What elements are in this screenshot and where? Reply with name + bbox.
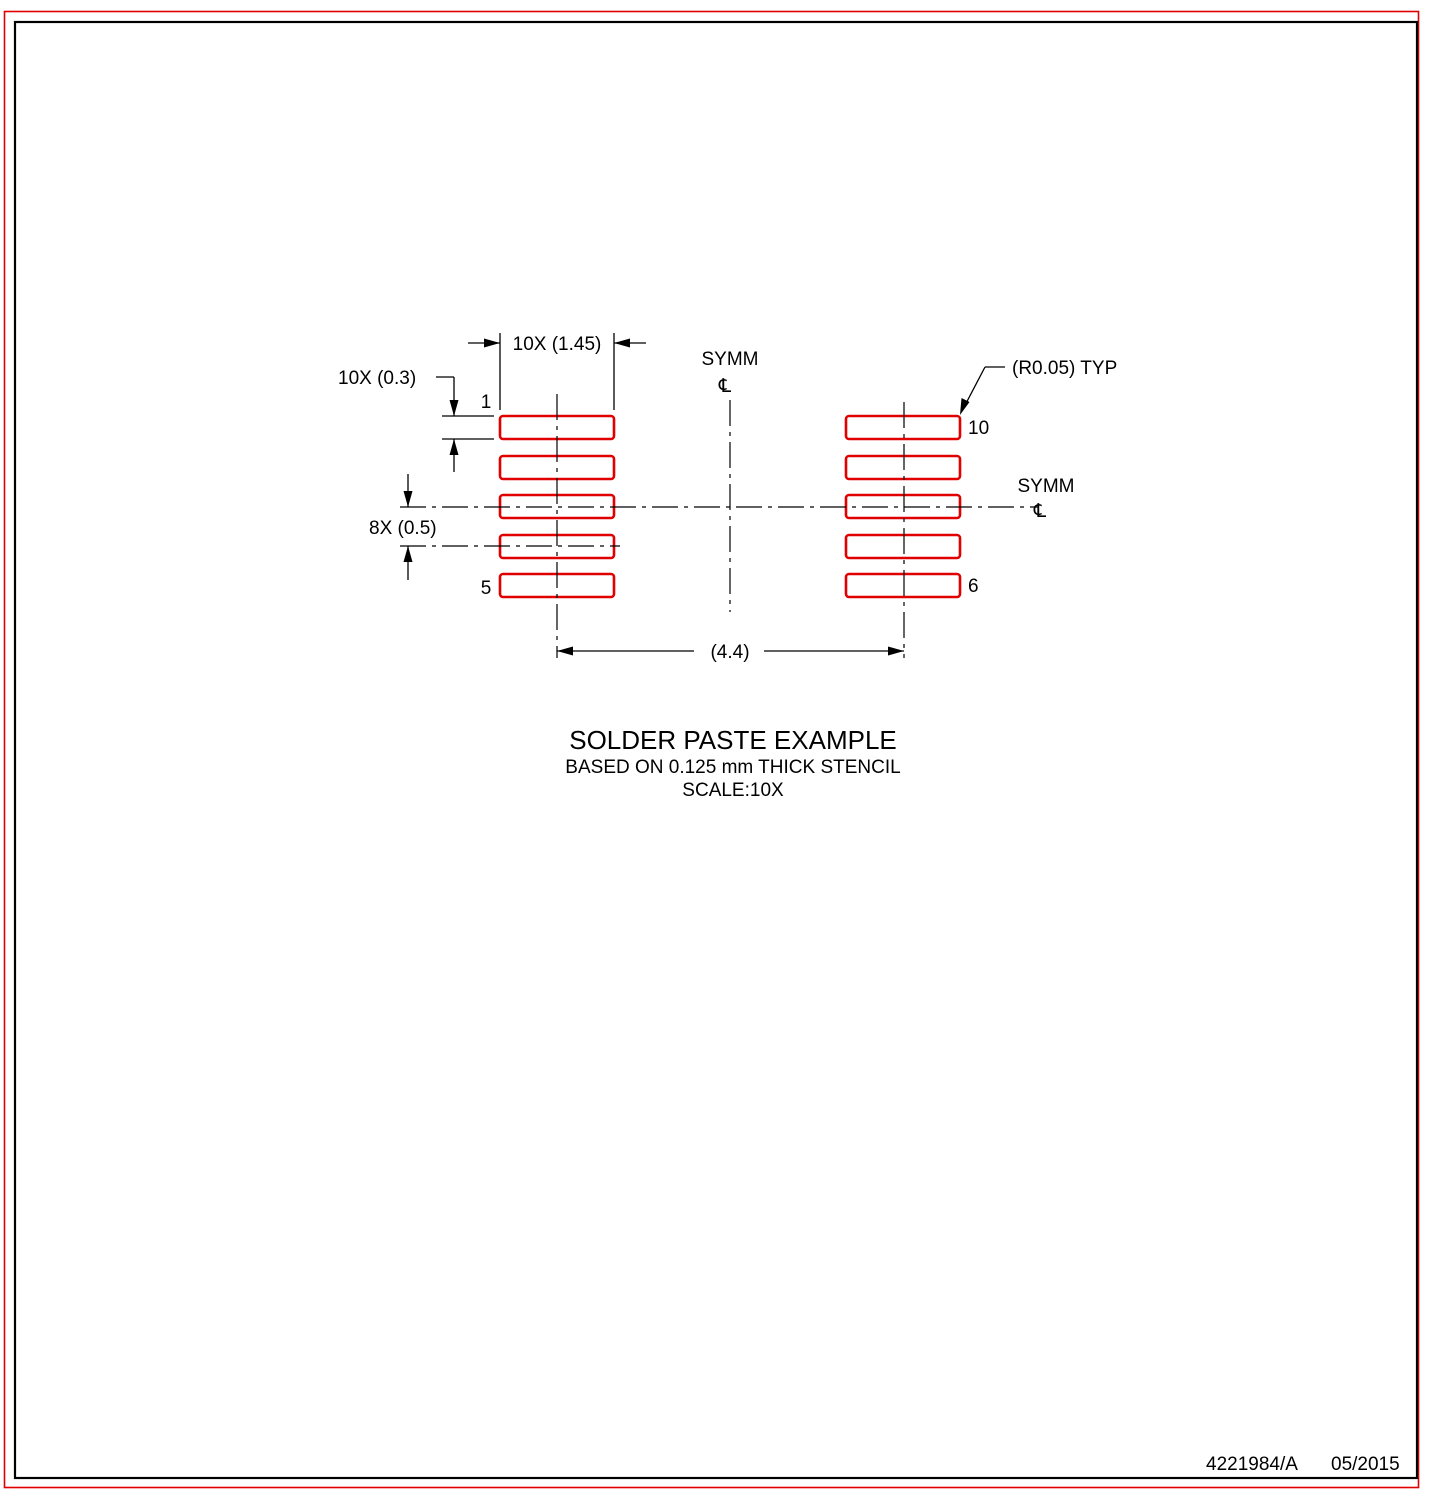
centerline-symbol-icon: ℄ bbox=[1033, 501, 1047, 522]
symm-horizontal-marker: SYMM ℄ bbox=[1018, 476, 1075, 522]
pin-5-label: 5 bbox=[481, 578, 492, 599]
outer-border bbox=[3, 10, 1420, 1489]
caption-title: SOLDER PASTE EXAMPLE bbox=[569, 725, 897, 755]
footer-date: 05/2015 bbox=[1331, 1454, 1400, 1475]
pitch-label: 8X (0.5) bbox=[369, 518, 437, 539]
centerline-symbol-icon: ℄ bbox=[718, 376, 732, 397]
pin-1-label: 1 bbox=[481, 392, 492, 413]
pin-10-label: 10 bbox=[968, 418, 989, 439]
pad-height-dimension: 10X (0.3) bbox=[338, 368, 494, 472]
pin-6-label: 6 bbox=[968, 576, 979, 597]
pad-6 bbox=[844, 572, 962, 599]
inner-border bbox=[13, 20, 1419, 1480]
symm-vertical-marker: SYMM ℄ bbox=[702, 349, 759, 397]
pad-7 bbox=[844, 533, 962, 560]
corner-radius-label: (R0.05) TYP bbox=[1012, 358, 1117, 379]
pad-width-dimension: 10X (1.45) bbox=[468, 333, 646, 410]
pad-column-right bbox=[844, 414, 962, 599]
row-spacing-label: (4.4) bbox=[710, 642, 749, 663]
pad-10 bbox=[844, 414, 962, 441]
symm-horizontal-label: SYMM bbox=[1018, 476, 1075, 497]
pad-9 bbox=[844, 454, 962, 481]
corner-radius-callout: (R0.05) TYP bbox=[960, 358, 1117, 415]
row-spacing-dimension: (4.4) bbox=[557, 642, 904, 663]
symm-vertical-label: SYMM bbox=[702, 349, 759, 370]
caption-line-1: BASED ON 0.125 mm THICK STENCIL bbox=[565, 757, 900, 778]
pad-height-label: 10X (0.3) bbox=[338, 368, 416, 389]
pitch-dimension: 8X (0.5) bbox=[369, 474, 437, 580]
pad-width-label: 10X (1.45) bbox=[513, 334, 602, 355]
caption-line-2: SCALE:10X bbox=[682, 780, 784, 801]
footer-doc-id: 4221984/A bbox=[1206, 1454, 1298, 1475]
